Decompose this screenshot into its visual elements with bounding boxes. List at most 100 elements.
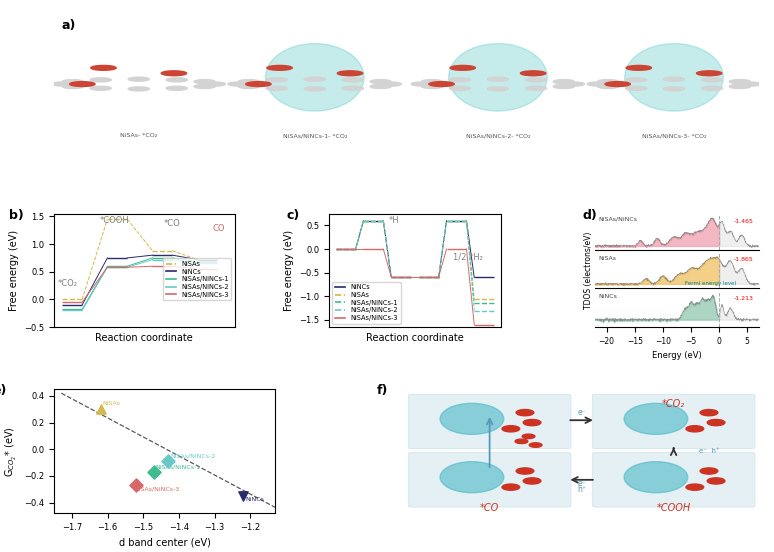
Circle shape [194,84,215,88]
Circle shape [515,439,528,444]
Circle shape [342,86,363,91]
Circle shape [488,77,509,81]
Circle shape [450,66,475,70]
Circle shape [522,434,535,439]
Circle shape [686,484,704,490]
X-axis label: Energy (eV): Energy (eV) [652,351,702,360]
Circle shape [62,84,84,88]
Text: NiNCs: NiNCs [598,294,618,299]
Text: h⁺: h⁺ [577,485,586,494]
Circle shape [422,79,443,84]
Circle shape [625,78,646,82]
Circle shape [523,420,541,426]
Circle shape [204,82,225,86]
Text: e⁻: e⁻ [577,479,586,488]
Text: -1.465: -1.465 [734,219,754,224]
Circle shape [707,420,725,426]
Circle shape [502,426,519,432]
Text: NiSAs- *CO₂: NiSAs- *CO₂ [120,133,157,138]
Text: -1.213: -1.213 [734,296,754,301]
X-axis label: Reaction coordinate: Reaction coordinate [366,333,464,343]
Text: c): c) [286,209,300,222]
Circle shape [739,82,761,86]
Circle shape [166,78,187,82]
Circle shape [553,84,574,88]
Text: NiSAs/NiNCs-1: NiSAs/NiNCs-1 [156,465,201,470]
FancyBboxPatch shape [592,394,755,449]
Circle shape [526,86,546,91]
Text: *CO₂: *CO₂ [662,399,685,408]
Circle shape [194,79,215,84]
Y-axis label: Free energy (eV): Free energy (eV) [9,230,19,311]
Text: NiNCs: NiNCs [245,497,264,502]
Circle shape [598,79,618,84]
Text: NiSAs/NiNCs-3: NiSAs/NiNCs-3 [135,486,180,491]
Circle shape [502,484,519,490]
Text: NiSAs/NiNCs-2: NiSAs/NiNCs-2 [170,454,215,459]
Point [148,468,160,476]
Y-axis label: G$_{CO_2}$* (eV): G$_{CO_2}$* (eV) [4,426,19,476]
Circle shape [266,86,287,91]
Circle shape [128,87,149,91]
Circle shape [605,82,630,87]
Circle shape [411,82,433,86]
Circle shape [523,478,541,484]
Circle shape [238,79,259,84]
Circle shape [52,82,74,86]
Text: NiSAs: NiSAs [102,401,120,406]
Circle shape [626,66,652,70]
Circle shape [429,82,454,87]
Circle shape [701,78,723,82]
Circle shape [238,84,259,88]
Circle shape [128,77,149,81]
X-axis label: d band center (eV): d band center (eV) [119,538,211,548]
FancyBboxPatch shape [592,453,755,507]
Y-axis label: TDOS (electrons/eV): TDOS (electrons/eV) [584,232,593,309]
Text: NiSAs/NiNCs-1- *CO₂: NiSAs/NiNCs-1- *CO₂ [283,133,347,138]
Point [130,481,142,490]
Ellipse shape [265,44,364,111]
Circle shape [587,82,608,86]
Text: e): e) [0,384,7,397]
Legend: NiSAs, NiNCs, NiSAs/NiNCs-1, NiSAs/NiNCs-2, NiSAs/NiNCs-3: NiSAs, NiNCs, NiSAs/NiNCs-1, NiSAs/NiNCs… [163,258,231,300]
Circle shape [70,82,95,87]
Circle shape [625,86,646,91]
Circle shape [729,84,751,88]
Circle shape [450,78,471,82]
Text: Fermi energy level: Fermi energy level [685,282,736,286]
Text: NiSAs: NiSAs [598,256,617,261]
Circle shape [697,71,722,76]
Text: *COOH: *COOH [656,503,690,513]
Circle shape [686,426,704,432]
Text: d): d) [582,209,597,222]
FancyBboxPatch shape [408,453,571,507]
Circle shape [488,87,509,91]
Ellipse shape [440,404,504,434]
Circle shape [707,478,725,484]
Text: *CO: *CO [164,219,181,227]
Y-axis label: Free energy (eV): Free energy (eV) [283,230,293,311]
Circle shape [166,86,187,91]
Text: f): f) [376,384,388,397]
Text: -1.865: -1.865 [734,257,754,262]
Point [94,405,107,413]
Circle shape [342,78,363,82]
Circle shape [700,468,717,474]
Circle shape [700,410,717,416]
Text: e⁻: e⁻ [577,408,586,417]
Circle shape [520,71,546,76]
Circle shape [701,86,723,91]
Text: e⁻  h⁺: e⁻ h⁺ [699,448,719,454]
Circle shape [337,71,363,76]
Circle shape [526,78,546,82]
Legend: NiNCs, NiSAs, NiSAs/NiNCs-1, NiSAs/NiNCs-2, NiSAs/NiNCs-3: NiNCs, NiSAs, NiSAs/NiNCs-1, NiSAs/NiNCs… [332,282,401,323]
Ellipse shape [440,461,504,493]
Circle shape [450,86,471,91]
Ellipse shape [624,404,688,434]
Text: CO: CO [212,224,224,233]
Point [162,457,174,466]
Text: NiSAs/NiNCs-3- *CO₂: NiSAs/NiNCs-3- *CO₂ [642,133,706,138]
Text: *CO₂: *CO₂ [58,279,78,288]
Circle shape [370,79,391,84]
Text: b): b) [9,209,24,222]
